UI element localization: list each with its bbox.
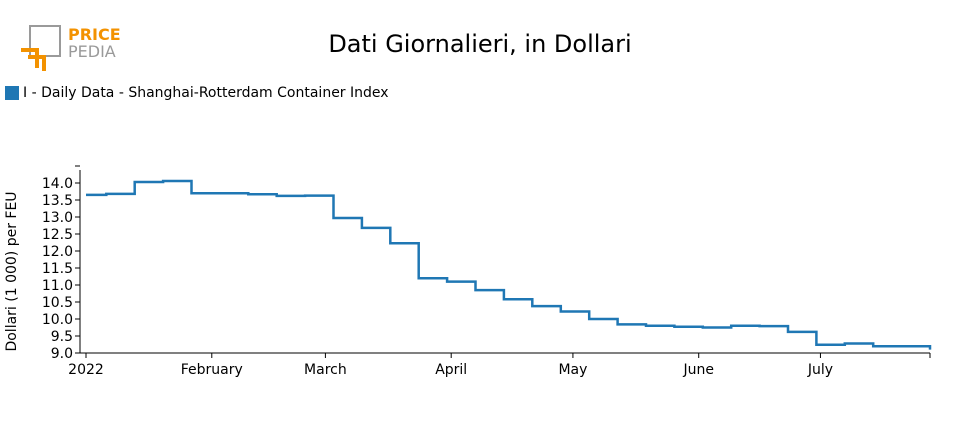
x-tick-label: February [181,362,243,378]
y-tick-label: 14.0 [42,176,73,192]
logo-mark-icon [21,25,61,71]
x-axis: 2022 February March April May June July [68,352,931,378]
legend-swatch [5,86,19,100]
legend-label: I - Daily Data - Shanghai-Rotterdam Cont… [23,85,389,101]
y-tick-label: 13.0 [42,210,73,226]
x-tick-label: March [304,362,347,378]
plot-area [86,179,932,350]
y-tick-label: 9.5 [51,329,73,345]
y-tick-label: 11.5 [42,261,73,277]
y-tick-label: 12.0 [42,244,73,260]
x-tick-label: June [682,362,714,378]
x-tick-label: 2022 [68,362,104,378]
logo-word-pedia: PEDIA [68,42,116,61]
y-tick-label: 12.5 [42,227,73,243]
pricepedia-logo: PRICE PEDIA [21,25,121,71]
x-tick-label: April [435,362,467,378]
y-tick-label: 13.5 [42,193,73,209]
logo-word-price: PRICE [68,25,121,44]
series-line [86,179,932,350]
y-axis-title: Dollari (1 000) per FEU [4,191,20,351]
y-tick-label: 10.0 [42,312,73,328]
y-tick-label: 9.0 [51,346,73,362]
y-tick-label: 10.5 [42,295,73,311]
x-tick-label: May [558,362,587,378]
x-tick-label: July [807,362,833,378]
chart-title: Dati Giornalieri, in Dollari [328,30,632,58]
y-axis: 9.09.510.010.511.011.512.012.513.013.514… [42,165,81,362]
y-tick-label: 11.0 [42,278,73,294]
legend: I - Daily Data - Shanghai-Rotterdam Cont… [5,85,389,101]
